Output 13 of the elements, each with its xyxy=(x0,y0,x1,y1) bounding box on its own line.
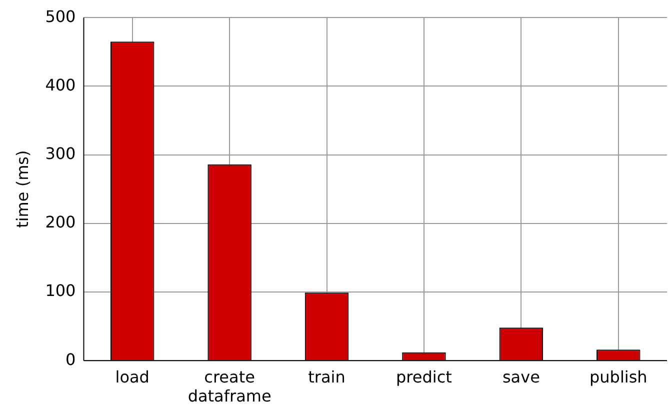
y-tick-label: 0 xyxy=(66,350,76,369)
y-axis-title: time (ms) xyxy=(12,150,32,228)
x-tick-label: load xyxy=(115,367,150,386)
x-tick-label: train xyxy=(308,367,346,386)
y-tick-label: 200 xyxy=(45,212,76,232)
x-tick-label: predict xyxy=(396,367,452,386)
x-tick-label: publish xyxy=(589,367,648,386)
y-tick-label: 300 xyxy=(45,144,76,163)
x-tick-label: save xyxy=(502,367,540,386)
x-tick-label: create dataframe xyxy=(188,367,272,406)
y-tick-label: 400 xyxy=(45,75,76,94)
y-tick-label: 100 xyxy=(45,281,76,300)
y-tick-label: 500 xyxy=(45,6,76,26)
